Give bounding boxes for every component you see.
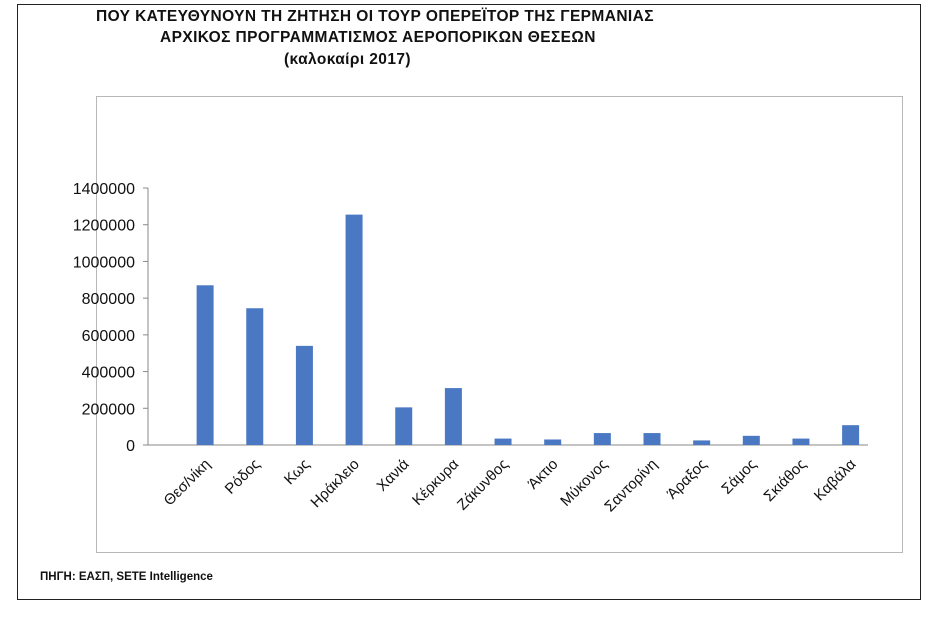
x-tick-label: Καβάλα xyxy=(811,456,860,505)
y-tick-label: 600000 xyxy=(82,328,135,345)
x-tick-label: Χανιά xyxy=(374,456,413,495)
source-note: ΠΗΓΗ: ΕΑΣΠ, SETE Intelligence xyxy=(40,571,213,583)
x-tick-label: Σκιάθος xyxy=(761,456,810,505)
bar-4 xyxy=(345,214,363,445)
y-tick-label: 800000 xyxy=(82,291,135,308)
x-tick-label: Θεσ/νίκη xyxy=(161,456,214,509)
x-tick-label: Άκτιο xyxy=(525,456,562,493)
y-tick-label: 400000 xyxy=(82,365,135,382)
chart-title-line-2: ΑΡΧΙΚΟΣ ΠΡΟΓΡΑΜΜΑΤΙΣΜΟΣ ΑΕΡΟΠΟΡΙΚΩΝ ΘΕΣΕ… xyxy=(160,29,596,46)
plot-area-frame xyxy=(96,96,903,553)
bar-6 xyxy=(444,388,462,445)
bar-10 xyxy=(643,433,661,445)
bar-1 xyxy=(196,285,214,445)
x-tick-label: Ρόδος xyxy=(222,456,264,498)
bar-9 xyxy=(593,433,611,445)
bar-14 xyxy=(842,425,860,445)
bar-8 xyxy=(544,439,562,445)
bar-7 xyxy=(494,438,512,445)
bar-13 xyxy=(792,438,810,445)
x-tick-label: Ζάκυνθος xyxy=(454,456,512,514)
bar-3 xyxy=(295,345,313,445)
x-tick-label: Κως xyxy=(281,456,313,488)
bar-11 xyxy=(693,440,711,445)
y-tick-label: 1000000 xyxy=(73,254,135,271)
x-tick-label: Σάμος xyxy=(718,456,760,498)
bar-5 xyxy=(395,407,413,445)
y-tick-label: 200000 xyxy=(82,401,135,418)
x-tick-label: Άραξος xyxy=(664,456,711,503)
bar-2 xyxy=(246,308,264,445)
y-tick-label: 0 xyxy=(126,438,135,455)
y-tick-label: 1200000 xyxy=(73,218,135,235)
y-tick-label: 1400000 xyxy=(73,181,135,198)
bar-12 xyxy=(742,435,760,445)
x-tick-label: Ηράκλειο xyxy=(307,456,362,511)
x-tick-label: Σαντορίνη xyxy=(601,456,661,516)
chart-title-line-3: (καλοκαίρι 2017) xyxy=(284,51,411,68)
chart-title-line-1: ΠΟΥ ΚΑΤΕΥΘΥΝΟΥΝ ΤΗ ΖΗΤΗΣΗ ΟΙ ΤΟΥΡ ΟΠΕΡΕΪ… xyxy=(96,8,654,25)
